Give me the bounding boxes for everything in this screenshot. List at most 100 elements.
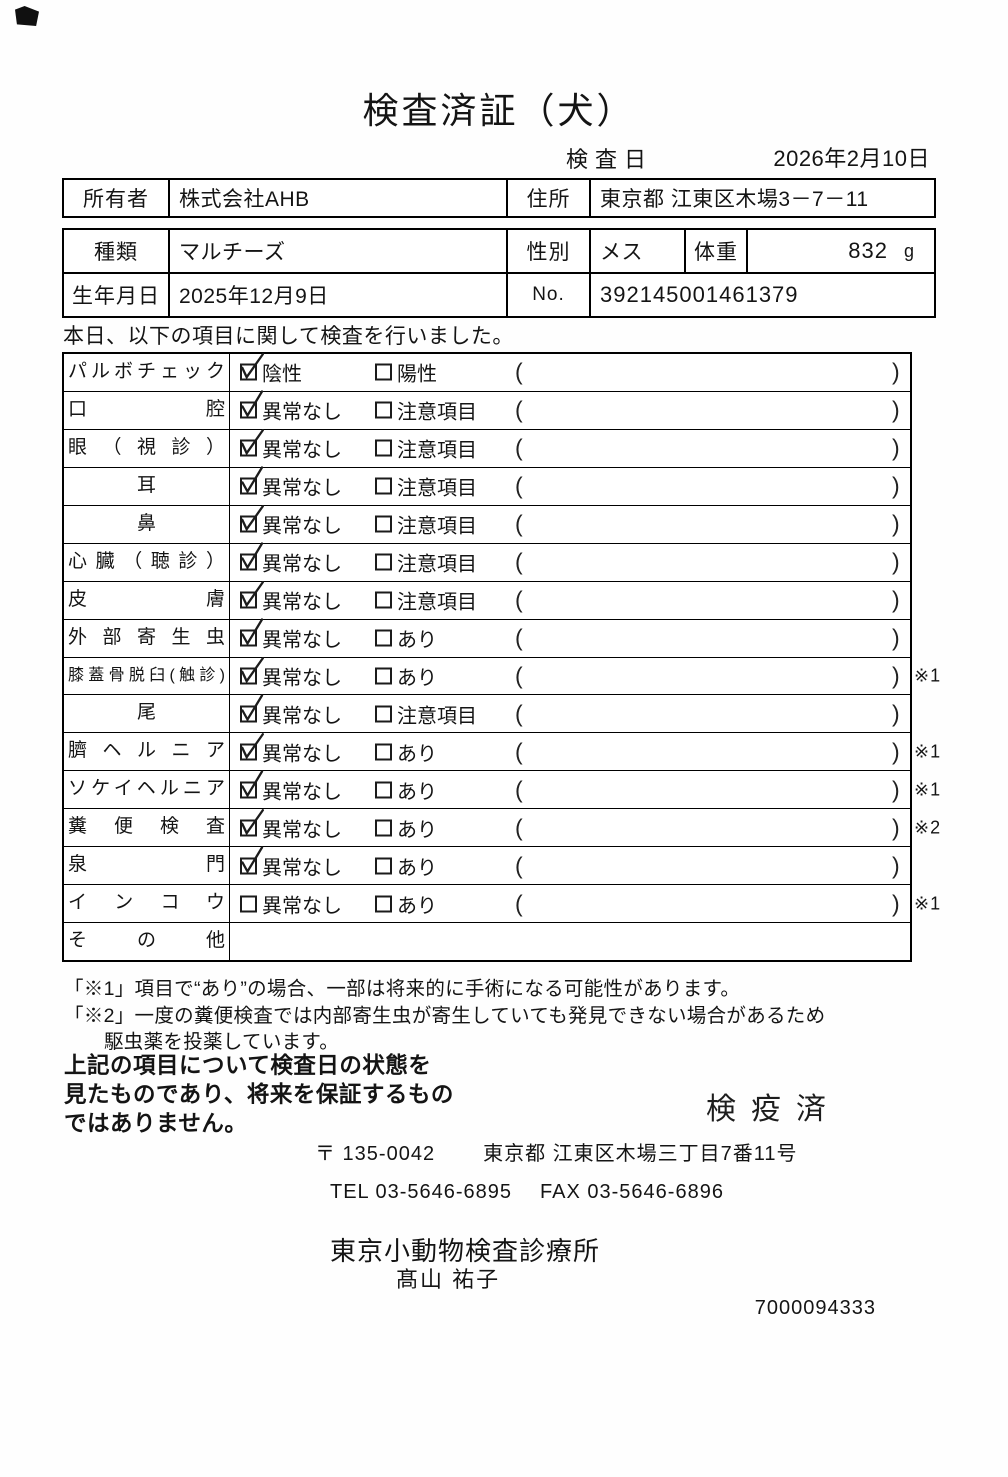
- option-2: 注意項目: [375, 434, 477, 463]
- paren-close: ): [892, 510, 900, 537]
- paren-open: (: [515, 396, 523, 423]
- option-2: 注意項目: [375, 510, 477, 539]
- option-label: あり: [397, 667, 437, 690]
- item-result: 異常なし あり (): [230, 770, 910, 808]
- table-row: 鼻 異常なし 注意項目 (): [64, 504, 910, 543]
- check-mark: [241, 353, 264, 380]
- check-mark: [241, 618, 264, 646]
- id-number-value: 392145001461379: [589, 274, 934, 316]
- option-label: 異常なし: [262, 743, 342, 766]
- checkbox-checked: [240, 353, 264, 381]
- footnote-marker: ※1: [914, 779, 942, 800]
- checkbox-checked: [240, 732, 264, 761]
- option-label: あり: [397, 857, 437, 880]
- clinic-tel: TEL 03-5646-6895: [330, 1181, 513, 1203]
- check-mark: [241, 542, 264, 570]
- clinic-fax: FAX 03-5646-6896: [540, 1181, 724, 1203]
- owner-table: 所有者 株式会社AHB 住所 東京都 江東区木場3－7－11: [62, 178, 936, 218]
- paren-close: ): [892, 396, 900, 423]
- item-result: 異常なし あり (): [230, 657, 910, 695]
- checkbox-checked: [240, 808, 264, 837]
- paren-open: (: [515, 738, 523, 765]
- paren-close: ): [892, 472, 900, 499]
- scan-artifact-mark: [15, 6, 39, 26]
- table-row: 心臓（聴診） 異常なし 注意項目 (): [64, 542, 910, 581]
- checkbox-unchecked: [375, 477, 392, 495]
- option-1: 異常なし: [240, 694, 342, 728]
- option-label: あり: [397, 629, 437, 652]
- exam-date-label: 検査日: [566, 147, 654, 172]
- item-result: 異常なし 注意項目 (): [230, 429, 910, 467]
- table-row: その他: [64, 922, 910, 960]
- paren-open: (: [515, 434, 523, 461]
- option-label: あり: [397, 743, 437, 766]
- paren-open: (: [515, 586, 523, 613]
- paren-close: ): [892, 776, 900, 803]
- check-mark: [241, 770, 264, 798]
- item-result: 異常なし あり (): [230, 808, 910, 846]
- inspection-table: パルボチェック 陰性 陽性() 口腔 異常なし 注意項目() 眼（視診） 異常なし 注意項目()…: [62, 352, 940, 962]
- table-row: 糞便検査 異常なし あり () ※2: [64, 808, 940, 847]
- intro-text: 本日、以下の項目に関して検査を行いました。: [63, 325, 514, 348]
- option-label: 異常なし: [262, 819, 342, 842]
- checkbox-checked: [240, 770, 264, 799]
- paren-open: (: [515, 358, 523, 385]
- weight-value: 832 g: [746, 230, 934, 272]
- item-result: 異常なし あり (): [230, 732, 910, 770]
- pet-info-row-2: 生年月日 2025年12月9日 No. 392145001461379: [64, 272, 934, 316]
- checkbox-checked: [240, 390, 264, 419]
- option-1: 異常なし: [240, 657, 342, 690]
- option-2: あり: [375, 624, 437, 653]
- item-result: 異常なし 注意項目 (): [230, 390, 910, 429]
- option-2: あり: [375, 661, 437, 690]
- option-1: 異常なし: [240, 466, 342, 501]
- option-1: 異常なし: [240, 542, 342, 577]
- item-result: 異常なし 注意項目 (): [230, 542, 910, 581]
- paren-close: ): [892, 738, 900, 765]
- clinic-name: 東京小動物検査診療所: [330, 1236, 601, 1266]
- check-mark: [241, 846, 264, 874]
- option-1: 異常なし: [240, 732, 342, 766]
- option-label: 注意項目: [397, 591, 477, 614]
- checkbox-unchecked: [375, 591, 392, 609]
- item-label: 糞便検査: [64, 809, 230, 847]
- option-1: 異常なし: [240, 770, 342, 804]
- paren-open: (: [515, 624, 523, 651]
- table-row: 泉門 異常なし あり (): [64, 846, 910, 885]
- option-label: あり: [397, 895, 437, 918]
- option-2: 注意項目: [375, 699, 477, 728]
- item-label: 口腔: [64, 391, 230, 429]
- item-label: 眼（視診）: [64, 429, 230, 467]
- table-row: 尾 異常なし 注意項目 (): [64, 694, 910, 733]
- checkbox-unchecked: [375, 439, 392, 457]
- postal-code: 〒 135-0042: [315, 1143, 436, 1165]
- paren-close: ): [892, 434, 900, 461]
- check-mark: [241, 466, 264, 495]
- weight-number: 832: [848, 238, 888, 263]
- checkbox-unchecked: [375, 629, 392, 647]
- option-2: 注意項目: [375, 548, 477, 577]
- checkbox-unchecked: [375, 743, 392, 761]
- option-1: 異常なし: [240, 505, 342, 539]
- page-title: 検査済証（犬）: [362, 90, 636, 131]
- checkbox-checked: [240, 429, 264, 457]
- item-result: 異常なし あり (): [230, 618, 910, 657]
- paren-close: ): [892, 814, 900, 841]
- owner-label: 所有者: [83, 188, 149, 211]
- item-result: 異常なし 注意項目 (): [230, 694, 910, 732]
- check-mark: [241, 808, 264, 836]
- paren-close: ): [892, 586, 900, 613]
- id-number-label: No.: [506, 274, 589, 316]
- option-label: 陰性: [262, 363, 302, 386]
- option-label: 異常なし: [262, 591, 342, 614]
- clinic-address-line: 〒 135-0042 東京都 江東区木場三丁目7番11号: [315, 1137, 798, 1166]
- checkbox-unchecked: [375, 401, 392, 419]
- checkbox-checked: [240, 505, 264, 533]
- check-mark: [241, 657, 264, 684]
- paren-open: (: [515, 814, 523, 841]
- clinic-address: 東京都 江東区木場三丁目7番11号: [483, 1143, 798, 1165]
- table-row: 臍ヘルニア 異常なし あり () ※1: [64, 732, 940, 771]
- option-1: 陰性: [240, 353, 302, 387]
- option-label: 異常なし: [262, 553, 342, 576]
